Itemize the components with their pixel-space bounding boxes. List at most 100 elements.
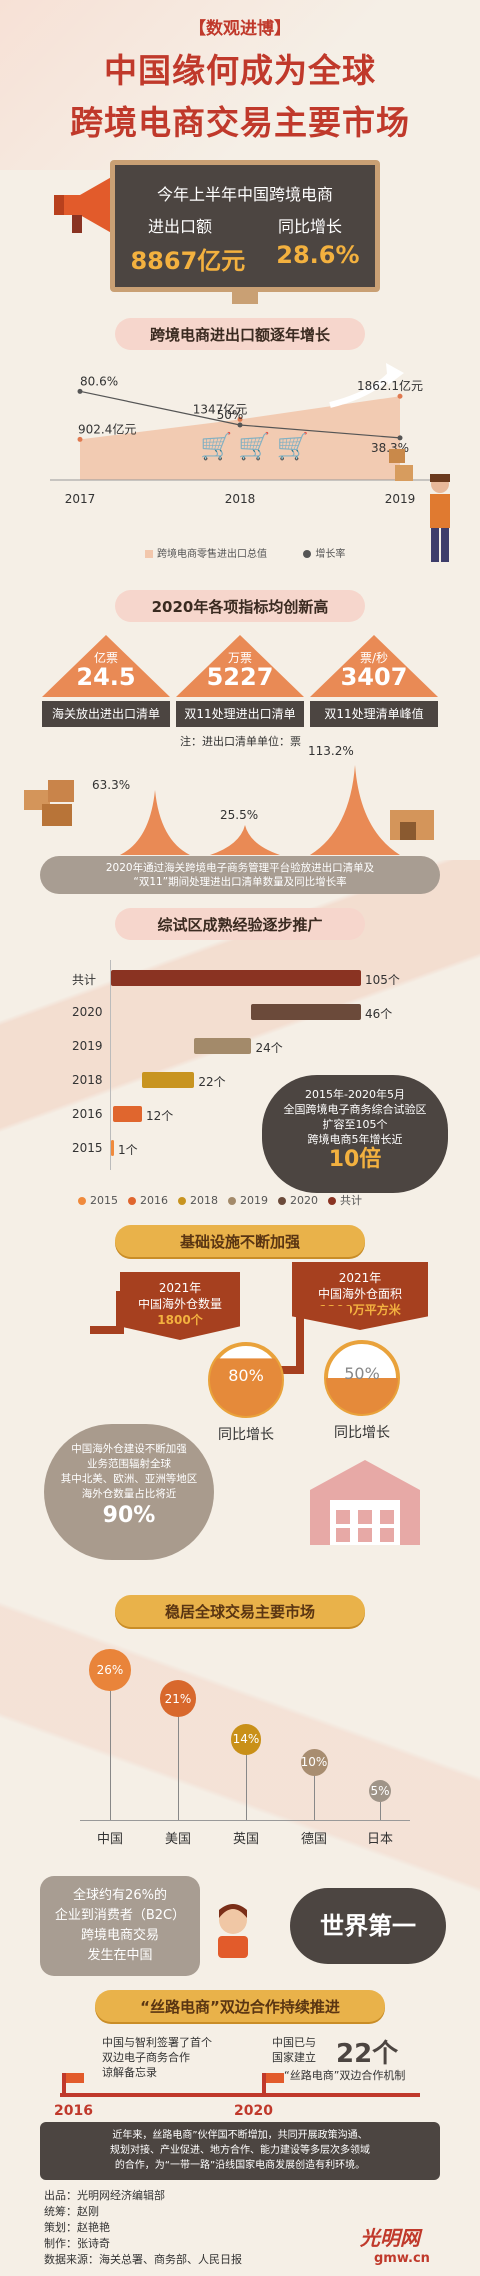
pz-category-2019: 2019 bbox=[72, 1039, 103, 1053]
timeline-line bbox=[60, 2093, 420, 2097]
warehouse-bubble: 中国海外仓建设不断加强 业务范围辐射全球 其中北美、欧洲、亚洲等地区 海外仓数量… bbox=[44, 1424, 214, 1560]
ribbon-right-line1: 2021年 bbox=[338, 1271, 382, 1285]
growth-pct-2: 25.5% bbox=[220, 808, 259, 822]
wh-bubble-line4: 海外仓数量占比将近 bbox=[81, 1488, 177, 1500]
stat-tile-2-unit: 万票 bbox=[227, 651, 252, 665]
market-stem-德国 bbox=[314, 1762, 315, 1820]
market-stem-美国 bbox=[178, 1698, 179, 1820]
summary-line1: 近年来，丝路电商”伙伴国不断增加，共同开展政策沟通、 bbox=[112, 2130, 368, 2141]
cargo-icon bbox=[390, 810, 434, 840]
summary-line2: 规划对接、产业促进、地方合作、能力建设等多层次多领域 bbox=[110, 2145, 370, 2156]
pz-category-2020: 2020 bbox=[72, 1005, 103, 1019]
ribbon-left: 2021年 中国海外仓数量 1800个 bbox=[120, 1272, 240, 1340]
tl-right-line2: 国家建立 bbox=[272, 2051, 316, 2064]
boxes-icon bbox=[389, 449, 413, 481]
mk-bubble-line3: 跨境电商交易 bbox=[80, 1928, 159, 1943]
credit-line3: 策划：赵艳艳 bbox=[44, 2221, 110, 2234]
stat-tile-1: 亿票 24.5 海关放出进出口清单 bbox=[42, 635, 170, 727]
board-value-right: 28.6% bbox=[276, 241, 360, 269]
peak-3 bbox=[310, 765, 400, 855]
pz-bar-2016 bbox=[113, 1106, 142, 1122]
flag-left-banner bbox=[66, 2073, 84, 2083]
pz-legend-dot-共计 bbox=[328, 1197, 336, 1205]
market-x-axis bbox=[80, 1820, 410, 1821]
tl-right-line1: 中国已与 bbox=[272, 2036, 316, 2049]
market-label-中国: 中国 bbox=[96, 1832, 123, 1847]
board-value-left: 8867亿元 bbox=[130, 247, 246, 275]
pz-legend-共计: 共计 bbox=[328, 1194, 362, 1207]
market-label-日本: 日本 bbox=[366, 1832, 393, 1847]
amount-point-0 bbox=[77, 436, 83, 442]
pz-legend-2016: 2016 bbox=[128, 1194, 168, 1207]
pz-bar-共计 bbox=[111, 970, 361, 986]
market-dot-日本: 5% bbox=[368, 1779, 392, 1803]
stat-tile-2: 万票 5227 双11处理进出口清单 bbox=[176, 635, 304, 727]
market-stem-中国 bbox=[110, 1670, 111, 1820]
tl-left-line2: 双边电子商务合作 bbox=[102, 2051, 190, 2064]
pz-value-2015: 1个 bbox=[118, 1143, 138, 1157]
timeline-right-text: 中国已与 国家建立 bbox=[272, 2035, 316, 2065]
page-title-line1: 中国缘何成为全球 bbox=[104, 51, 376, 90]
amount-label-0: 902.4亿元 bbox=[78, 421, 136, 436]
gmw-logo-sub: gmw.cn bbox=[374, 2251, 430, 2266]
timeline-right-mech: “丝路电商”双边合作机制 bbox=[284, 2069, 406, 2082]
legend-growth-swatch bbox=[303, 550, 312, 558]
pz-bubble-line4: 跨境电商5年增长近 bbox=[307, 1133, 403, 1146]
world-first-text: 世界第一 bbox=[320, 1912, 416, 1940]
market-dot-英国: 14% bbox=[230, 1723, 262, 1755]
pz-bar-2020 bbox=[251, 1004, 361, 1020]
peak-1 bbox=[120, 790, 190, 855]
x-tick-2019: 2019 bbox=[385, 492, 416, 506]
bg-diagonal-top bbox=[0, 0, 480, 170]
pz-bubble-line1: 2015年-2020年5月 bbox=[305, 1088, 405, 1101]
rate-label-1: 50% bbox=[217, 408, 244, 422]
section6-title: “丝路电商”双边合作持续推进 bbox=[95, 1990, 385, 2022]
tl-left-line1: 中国与智利签署了首个 bbox=[102, 2036, 212, 2049]
rate-label-0: 80.6% bbox=[80, 374, 118, 388]
world-first-badge: 世界第一 bbox=[290, 1888, 446, 1964]
pz-category-共计: 共计 bbox=[72, 973, 97, 987]
stat-tile-1-value: 24.5 bbox=[76, 663, 136, 691]
pz-bubble-value: 10倍 bbox=[328, 1147, 382, 1172]
pz-bubble-line2: 全国跨境电子商务综合试验区 bbox=[283, 1103, 427, 1116]
pz-legend-2018: 2018 bbox=[178, 1194, 218, 1207]
gauge-right bbox=[324, 1340, 400, 1416]
pz-bar-2015 bbox=[111, 1140, 114, 1156]
warehouse-icon bbox=[310, 1460, 420, 1545]
stat-tile-3-label: 双11处理清单峰值 bbox=[310, 701, 438, 727]
avatar bbox=[218, 1904, 248, 1958]
stat-tile-3-unit: 票/秒 bbox=[359, 651, 389, 665]
stat-tile-2-label: 双11处理进出口清单 bbox=[176, 701, 304, 727]
credits: 出品：光明网经济编辑部 统筹：赵刚 策划：赵艳艳 制作：张诗奇 数据来源：海关总… bbox=[44, 2188, 242, 2268]
gauge-left bbox=[208, 1342, 284, 1418]
pz-legend-text-2020: 2020 bbox=[290, 1194, 318, 1207]
credit-line4: 制作：张诗奇 bbox=[44, 2237, 110, 2250]
page-title-line2: 跨境电商交易主要市场 bbox=[70, 103, 410, 142]
market-dot-中国: 26% bbox=[89, 1649, 131, 1691]
wh-bubble-value: 90% bbox=[102, 1503, 156, 1528]
cart-icons: 🛒🛒🛒 bbox=[200, 432, 316, 462]
pilot-zone-bubble: 2015年-2020年5月 全国跨境电子商务综合试验区 扩容至105个 跨境电商… bbox=[262, 1075, 448, 1193]
chart-axis bbox=[110, 960, 111, 1170]
stat-note: 注：进出口清单单位：票 bbox=[180, 735, 301, 748]
pz-legend-2020: 2020 bbox=[278, 1194, 318, 1207]
board-label-left: 进出口额 bbox=[147, 217, 212, 236]
legend-amount: 跨境电商零售进出口总值 bbox=[157, 549, 267, 560]
pz-category-2016: 2016 bbox=[72, 1107, 103, 1121]
flag-right-icon bbox=[262, 2073, 266, 2097]
pz-category-2015: 2015 bbox=[72, 1141, 103, 1155]
board-stand bbox=[232, 292, 258, 304]
mk-bubble-line2: 企业到消费者（B2C） bbox=[54, 1908, 186, 1923]
headline-board: 今年上半年中国跨境电商 进出口额 同比增长 8867亿元 28.6% bbox=[110, 160, 380, 292]
pz-value-2018: 22个 bbox=[198, 1075, 226, 1089]
header-tag: 【数观进博】 bbox=[189, 19, 291, 39]
timeline-left-text: 中国与智利签署了首个 双边电子商务合作 谅解备忘录 bbox=[102, 2035, 212, 2080]
pz-value-2020: 46个 bbox=[365, 1007, 393, 1021]
pz-bubble-line3: 扩容至105个 bbox=[322, 1118, 388, 1131]
trend-arrow-head bbox=[386, 363, 404, 385]
summary-line3: 的合作，为“一带一路”沿线国家电商发展创造有利环境。 bbox=[114, 2160, 366, 2171]
trend-arrow bbox=[329, 372, 393, 408]
timeline: 中国与智利签署了首个 双边电子商务合作 谅解备忘录 2016 中国已与 国家建立… bbox=[40, 2035, 440, 2155]
pz-legend-2019: 2019 bbox=[228, 1194, 268, 1207]
